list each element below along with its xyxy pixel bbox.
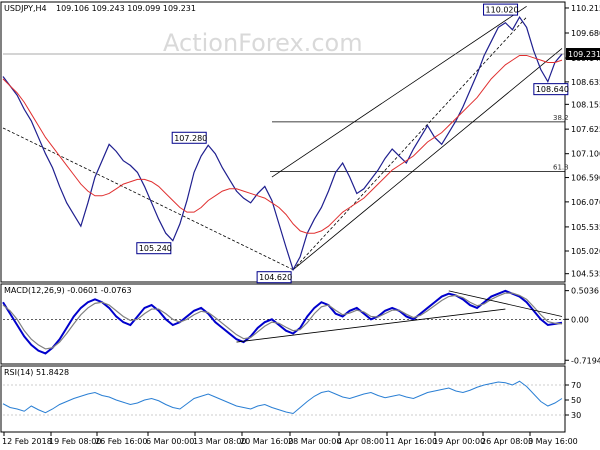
price-annotation-box — [533, 83, 569, 96]
price-tick-label: 105.020 — [571, 247, 600, 256]
time-tick-label: 6 Mar 00:00 — [146, 437, 194, 446]
macd-signal-line — [2, 292, 563, 350]
price-tick-label: 107.625 — [571, 125, 600, 134]
channel-mid-dashed-line — [292, 16, 527, 270]
price-annotation-box — [483, 3, 519, 16]
time-tick-label: 11 Apr 16:00 — [385, 437, 437, 446]
time-tick-label: 4 Apr 08:00 — [337, 437, 384, 446]
time-tick-label: 13 Mar 08:00 — [193, 437, 246, 446]
fib-level-label: 61.8 — [553, 163, 569, 171]
price-annotation-label: 104.620 — [259, 273, 292, 282]
downtrend-dashed-line — [2, 127, 294, 271]
fibonacci-levels: 38.2 61.8 — [270, 114, 569, 172]
time-tick-label: 19 Feb 08:00 — [49, 437, 101, 446]
time-tick-label: 26 Feb 16:00 — [95, 437, 147, 446]
price-tick-label: 106.070 — [571, 198, 600, 207]
price-tick-label: 107.100 — [571, 150, 600, 159]
rsi-title: RSI(14) 51.8428 — [4, 368, 69, 377]
price-tick-label: 104.535 — [571, 270, 600, 279]
macd-tick-label: -0.7194 — [571, 356, 600, 365]
price-line — [2, 15, 563, 272]
macd-panel-frame — [0, 283, 566, 365]
macd-tick-label: 0.00 — [571, 315, 589, 324]
time-tick-label: 28 Mar 00:00 — [288, 437, 341, 446]
macd-tick-label: 0.5036 — [571, 287, 599, 296]
price-annotation-box — [136, 242, 172, 255]
price-annotations: 107.280 105.240 104.620 110.020 108.640 — [136, 3, 569, 284]
trend-channel — [2, 6, 563, 271]
rsi-indicator: 70 50 30 — [2, 380, 581, 420]
price-annotation-label: 108.640 — [536, 85, 569, 94]
rsi-tick-label: 50 — [571, 396, 581, 405]
moving-average-line — [2, 54, 563, 234]
last-price-box — [566, 48, 600, 61]
ohlc-label: 109.106 109.243 109.099 109.231 — [56, 4, 196, 13]
last-price-label: 109.231 — [568, 50, 600, 59]
price-tick-label: 108.635 — [571, 78, 600, 87]
price-tick-label: 105.535 — [571, 223, 600, 232]
rsi-tick-label: 70 — [571, 381, 581, 390]
price-tick-label: 106.590 — [571, 174, 600, 183]
watermark: ActionForex.com — [163, 29, 363, 57]
rsi-line — [2, 380, 563, 415]
time-tick-label: 3 May 16:00 — [528, 437, 578, 446]
price-annotation-label: 105.240 — [139, 244, 172, 253]
price-annotation-label: 110.020 — [486, 6, 519, 15]
price-annotation-box — [256, 271, 292, 284]
time-tick-label: 12 Feb 2018 — [2, 437, 52, 446]
channel-upper-line — [271, 6, 527, 178]
time-tick-label: 26 Apr 08:00 — [481, 437, 533, 446]
price-tick-label: 110.215 — [571, 4, 600, 13]
macd-trendline — [448, 290, 563, 317]
price-tick-label: 108.155 — [571, 100, 600, 109]
channel-lower-line — [292, 48, 563, 271]
symbol-label: USDJPY,H4 — [4, 4, 47, 13]
price-annotation-box — [171, 131, 207, 144]
rsi-panel-frame — [0, 365, 566, 433]
price-series: 109.231 — [2, 15, 600, 272]
price-annotation-label: 107.280 — [174, 134, 207, 143]
macd-title: MACD(12,26,9) -0.0601 -0.0763 — [4, 286, 132, 295]
time-tick-label: 20 Mar 16:00 — [240, 437, 293, 446]
price-tick-label: 109.680 — [571, 29, 600, 38]
macd-indicator: 0.5036 0.00 -0.7194 — [2, 287, 600, 365]
rsi-tick-label: 30 — [571, 411, 581, 420]
time-tick-label: 19 Apr 00:00 — [433, 437, 485, 446]
macd-trendline — [236, 308, 506, 343]
fib-level-label: 38.2 — [553, 114, 569, 122]
macd-line — [2, 289, 563, 355]
